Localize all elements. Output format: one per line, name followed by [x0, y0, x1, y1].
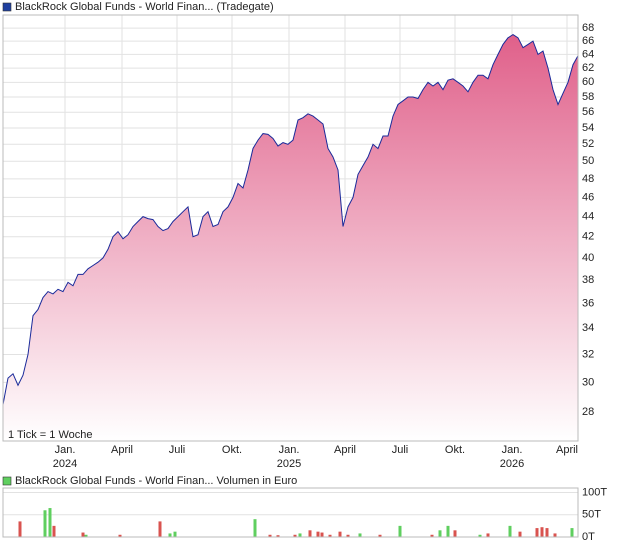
volume-bar: [48, 508, 52, 537]
legend-swatch: [2, 2, 12, 12]
y-tick-label: 50T: [582, 509, 601, 521]
x-tick-label: Okt.: [222, 444, 242, 456]
y-tick-label: 58: [582, 91, 594, 103]
x-tick-label: Okt.: [445, 444, 465, 456]
x-tick-label: Jan.: [55, 444, 76, 456]
volume-bar: [545, 528, 549, 537]
volume-bar: [118, 534, 122, 537]
volume-bar: [535, 528, 539, 537]
plot-frame: [2, 14, 579, 442]
y-tick-label: 46: [582, 191, 594, 203]
x-tick-label: Jan.: [502, 444, 523, 456]
x-tick-label: April: [556, 444, 578, 456]
legend-swatch: [2, 476, 12, 486]
volume-bar: [486, 533, 490, 537]
volume-bar: [320, 532, 324, 537]
volume-bar: [446, 525, 450, 537]
y-tick-label: 54: [582, 122, 594, 134]
volume-bar: [168, 533, 172, 537]
volume-bar: [398, 525, 402, 537]
x-tick-label: April: [111, 444, 133, 456]
y-tick-label: 30: [582, 376, 594, 388]
y-tick-label: 60: [582, 76, 594, 88]
y-tick-label: 32: [582, 348, 594, 360]
y-tick-label: 40: [582, 252, 594, 264]
volume-bar: [518, 531, 522, 537]
y-tick-label: 100T: [582, 486, 607, 498]
volume-bar: [293, 534, 297, 537]
x-tick-label: Juli: [392, 444, 409, 456]
y-tick-label: 66: [582, 35, 594, 47]
y-tick-label: 0T: [582, 531, 595, 543]
volume-bar: [298, 533, 302, 537]
y-tick-label: 50: [582, 155, 594, 167]
y-tick-label: 38: [582, 274, 594, 286]
x-tick-label: Jan.: [279, 444, 300, 456]
volume-bar: [268, 534, 272, 537]
volume-bar: [328, 534, 332, 537]
x-tick-label: Juli: [169, 444, 186, 456]
volume-bar: [378, 534, 382, 537]
chart-title: BlackRock Global Funds - World Finan... …: [15, 475, 297, 487]
volume-bar: [43, 510, 47, 537]
x-tick-year: 2026: [500, 458, 524, 470]
x-tick-label: April: [334, 444, 356, 456]
x-tick-year: 2024: [53, 458, 77, 470]
y-tick-label: 68: [582, 22, 594, 34]
area-fill: [3, 34, 578, 441]
y-tick-label: 44: [582, 211, 594, 223]
volume-bar: [438, 530, 442, 537]
y-tick-label: 56: [582, 106, 594, 118]
volume-bar: [276, 535, 280, 537]
tick-note: 1 Tick = 1 Woche: [8, 429, 92, 441]
volume-bar: [18, 521, 22, 537]
volume-bar: [338, 531, 342, 537]
volume-bar: [253, 519, 257, 537]
plot-frame: [2, 487, 579, 538]
chart-title: BlackRock Global Funds - World Finan... …: [15, 1, 274, 13]
volume-bar: [553, 533, 557, 537]
y-tick-label: 34: [582, 322, 594, 334]
volume-bar: [453, 530, 457, 537]
volume-bar: [346, 534, 350, 537]
y-tick-label: 48: [582, 173, 594, 185]
volume-bar: [158, 521, 162, 537]
volume-bar: [570, 528, 574, 537]
volume-bar: [508, 525, 512, 537]
y-tick-label: 52: [582, 138, 594, 150]
y-tick-label: 62: [582, 62, 594, 74]
volume-bar: [478, 534, 482, 537]
volume-bar: [52, 525, 56, 537]
y-tick-label: 28: [582, 406, 594, 418]
volume-bar: [430, 534, 434, 537]
volume-bar: [316, 531, 320, 537]
y-tick-label: 42: [582, 231, 594, 243]
y-tick-label: 36: [582, 297, 594, 309]
x-tick-year: 2025: [277, 458, 301, 470]
volume-bar: [358, 533, 362, 537]
volume-bar: [540, 527, 544, 537]
y-tick-label: 64: [582, 48, 594, 60]
volume-bar: [81, 532, 85, 537]
volume-bar: [173, 531, 177, 537]
volume-bar: [308, 530, 312, 537]
volume-bar: [84, 534, 88, 537]
price-line: [2, 34, 579, 405]
